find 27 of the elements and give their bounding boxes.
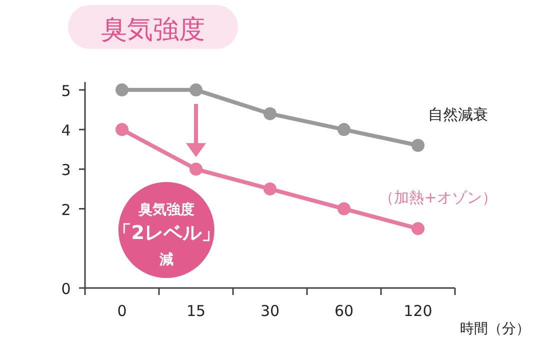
annotation: 臭気強度 — [137, 201, 194, 218]
annotation: 「2レベル」 — [112, 222, 221, 244]
y-tick-label: 2 — [61, 200, 71, 219]
point — [264, 182, 276, 196]
point — [116, 123, 128, 136]
x-tick-label: 30 — [260, 302, 280, 320]
y-tick-label: 0 — [61, 280, 71, 298]
point — [412, 222, 424, 236]
series-label: 自然減衰 — [428, 105, 488, 124]
point — [116, 83, 128, 96]
annotation: 減 — [158, 252, 174, 268]
point — [190, 83, 202, 96]
x-tick-label: 0 — [117, 302, 127, 320]
series-label: （加熱+オゾン） — [379, 188, 497, 207]
point — [338, 202, 350, 216]
point — [190, 162, 202, 176]
point — [412, 138, 424, 152]
x-tick-label: 15 — [186, 302, 206, 320]
chart-title: 臭気強度 — [101, 15, 205, 45]
x-axis-title: 時間（分） — [460, 321, 530, 337]
point — [264, 107, 276, 120]
y-tick-label: 5 — [61, 82, 71, 100]
x-tick-label: 120 — [404, 302, 432, 320]
y-tick-label: 3 — [61, 161, 71, 180]
point — [338, 123, 350, 136]
x-tick-label: 60 — [334, 302, 354, 320]
y-tick-label: 4 — [61, 122, 71, 140]
